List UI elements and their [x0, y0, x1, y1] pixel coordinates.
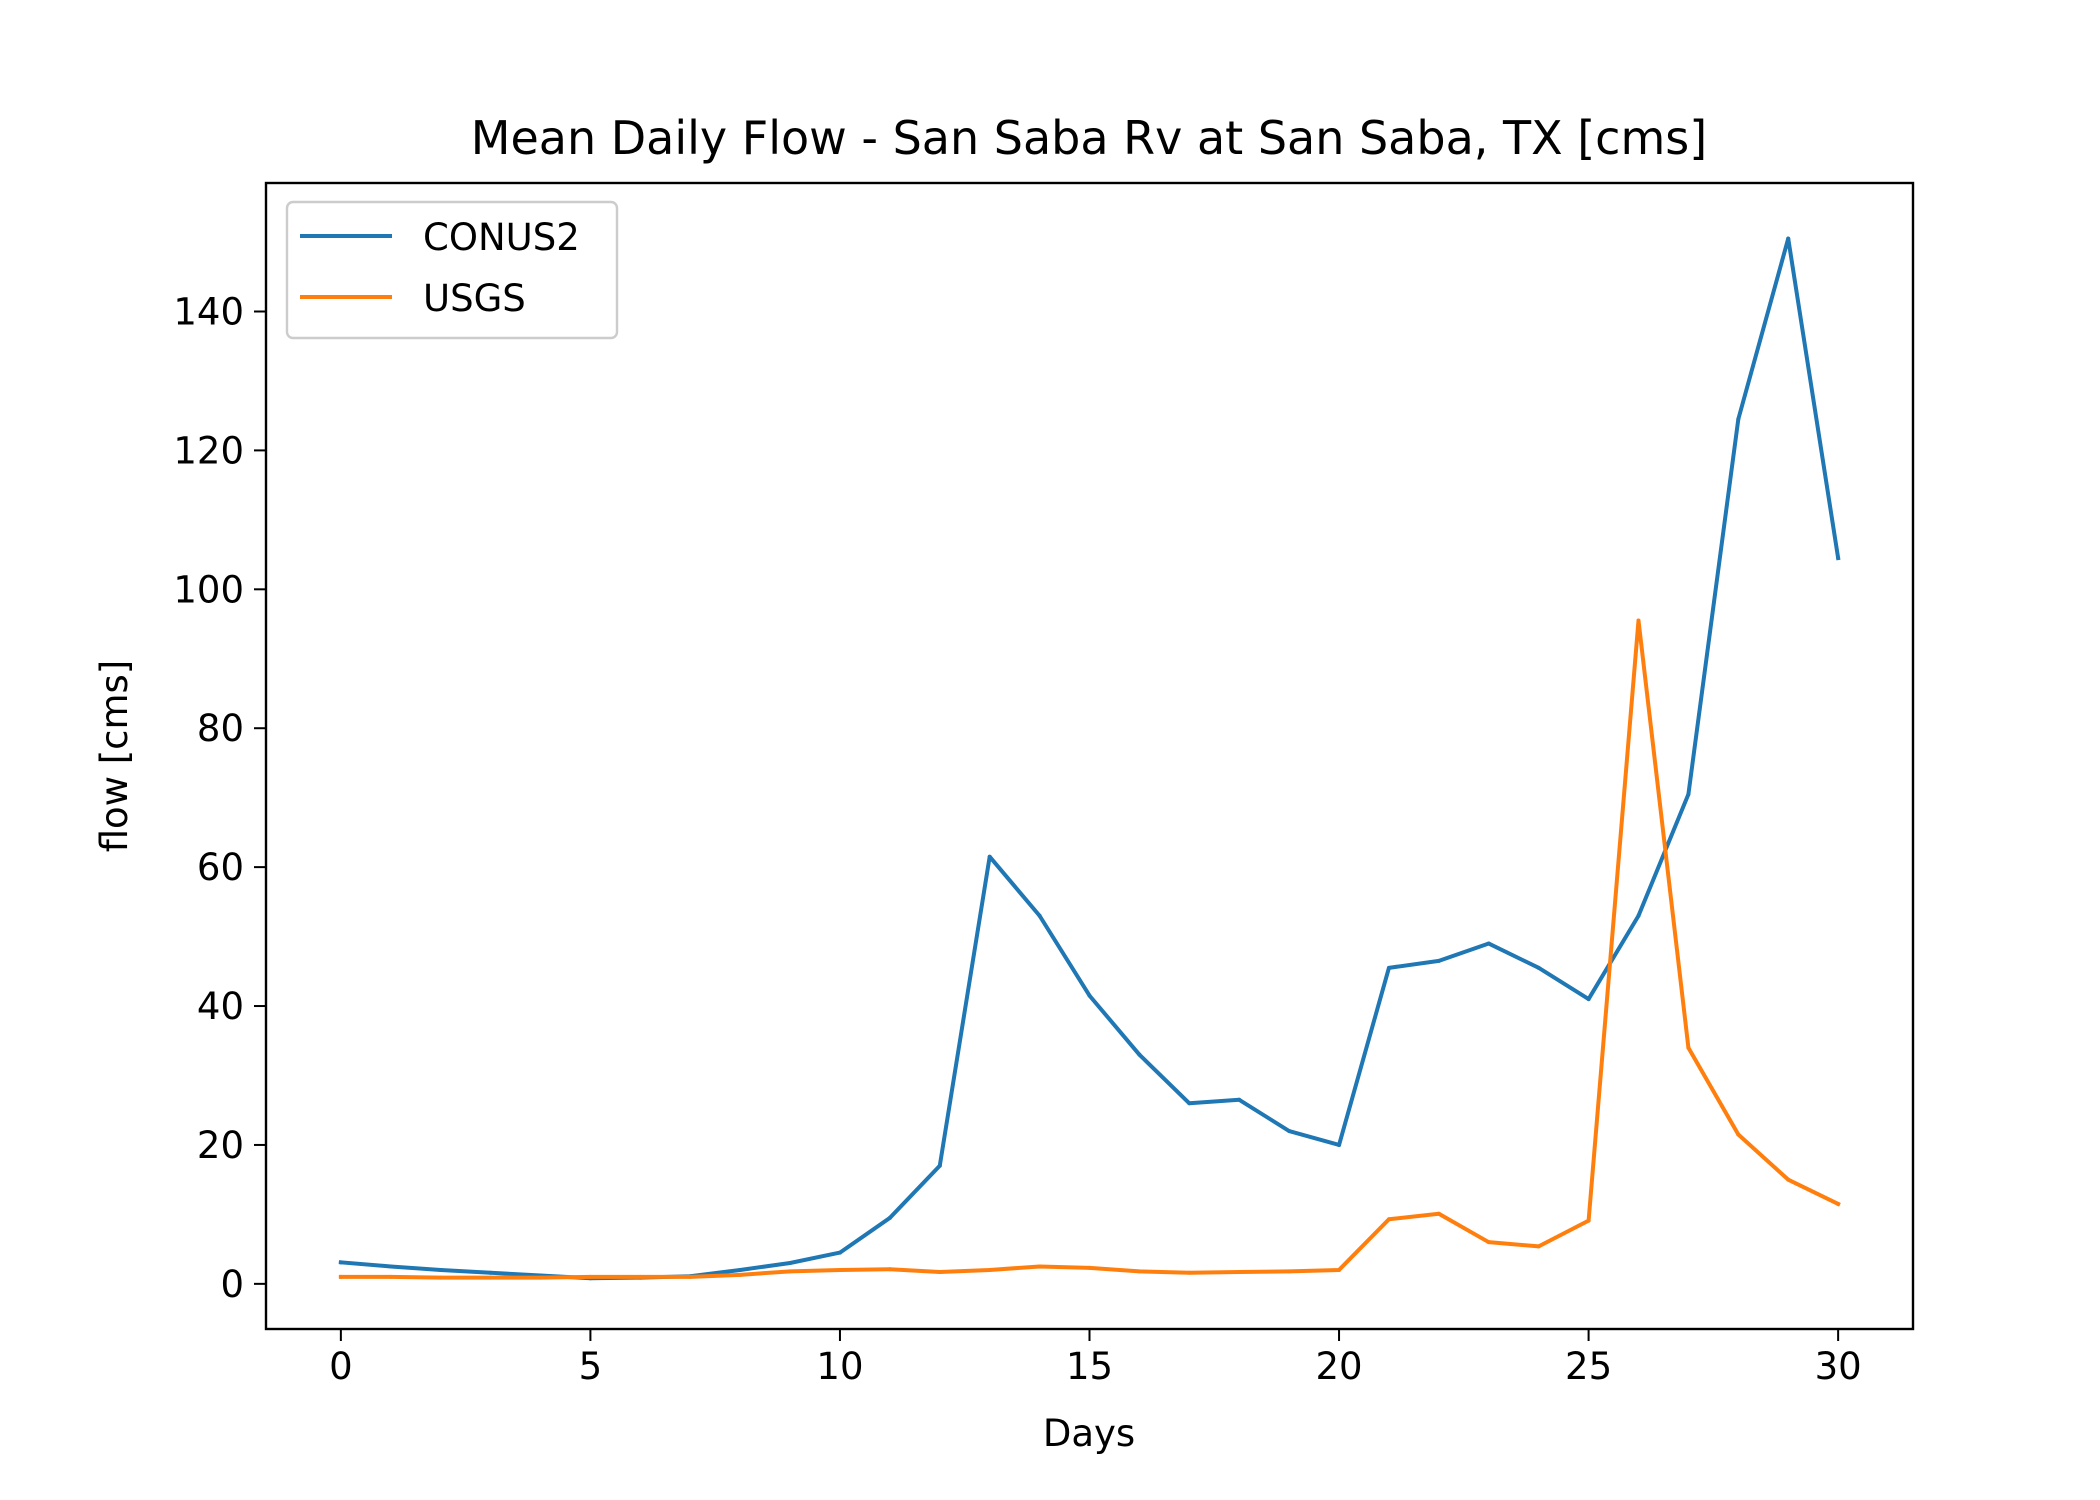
data-point-conus2: [1087, 993, 1092, 998]
data-point-usgs: [837, 1267, 842, 1272]
x-tick-label: 15: [1066, 1345, 1113, 1388]
data-point-usgs: [937, 1270, 942, 1275]
legend-label-usgs: USGS: [423, 277, 526, 320]
data-point-conus2: [1337, 1142, 1342, 1147]
data-point-conus2: [1686, 792, 1691, 797]
data-point-usgs: [1037, 1264, 1042, 1269]
data-point-usgs: [1337, 1267, 1342, 1272]
data-point-usgs: [1736, 1132, 1741, 1137]
data-point-conus2: [1836, 556, 1841, 561]
data-point-conus2: [1287, 1129, 1292, 1134]
data-point-usgs: [1636, 618, 1641, 623]
data-point-conus2: [1386, 965, 1391, 970]
data-point-conus2: [837, 1250, 842, 1255]
data-point-conus2: [887, 1215, 892, 1220]
data-point-conus2: [1137, 1052, 1142, 1057]
data-point-usgs: [388, 1274, 393, 1279]
x-tick-label: 20: [1315, 1345, 1362, 1388]
data-point-usgs: [1436, 1211, 1441, 1216]
data-point-conus2: [438, 1267, 443, 1272]
y-tick-label: 60: [197, 846, 244, 889]
y-tick-label: 140: [173, 290, 244, 333]
data-point-usgs: [488, 1275, 493, 1280]
data-point-usgs: [1287, 1269, 1292, 1274]
data-point-usgs: [1137, 1269, 1142, 1274]
data-point-usgs: [1237, 1270, 1242, 1275]
x-axis: 0 5 10 15 20 25 30: [329, 1329, 1862, 1388]
data-point-conus2: [987, 854, 992, 859]
data-point-conus2: [1636, 913, 1641, 918]
y-tick-label: 80: [197, 707, 244, 750]
legend-label-conus2: CONUS2: [423, 216, 580, 259]
data-point-conus2: [488, 1270, 493, 1275]
y-axis-label: flow [cms]: [93, 660, 136, 853]
data-point-usgs: [1786, 1177, 1791, 1182]
data-point-conus2: [1536, 965, 1541, 970]
data-point-conus2: [388, 1264, 393, 1269]
y-tick-label: 0: [220, 1263, 244, 1306]
data-point-usgs: [1187, 1270, 1192, 1275]
legend: CONUS2 USGS: [285, 200, 619, 340]
data-point-usgs: [1586, 1218, 1591, 1223]
plot-background: [266, 183, 1913, 1329]
x-tick-label: 30: [1815, 1345, 1862, 1388]
data-point-conus2: [1586, 997, 1591, 1002]
data-point-conus2: [1037, 913, 1042, 918]
x-axis-label: Days: [1043, 1412, 1135, 1455]
data-point-usgs: [1836, 1201, 1841, 1206]
data-point-conus2: [338, 1260, 343, 1265]
data-point-conus2: [937, 1163, 942, 1168]
data-point-usgs: [987, 1267, 992, 1272]
data-point-usgs: [1486, 1240, 1491, 1245]
y-tick-label: 100: [173, 568, 244, 611]
y-tick-label: 120: [173, 429, 244, 472]
data-point-conus2: [1736, 417, 1741, 422]
data-point-conus2: [1237, 1097, 1242, 1102]
data-point-usgs: [688, 1274, 693, 1279]
data-point-conus2: [738, 1267, 743, 1272]
data-point-usgs: [788, 1269, 793, 1274]
data-point-usgs: [1386, 1217, 1391, 1222]
series-layer: [338, 236, 1841, 1281]
data-point-usgs: [1686, 1045, 1691, 1050]
data-point-usgs: [588, 1274, 593, 1279]
y-tick-label: 20: [197, 1124, 244, 1167]
y-axis: 0 20 40 60 80 100 120 140: [173, 290, 266, 1306]
data-point-usgs: [887, 1267, 892, 1272]
data-point-usgs: [338, 1274, 343, 1279]
y-tick-label: 40: [197, 985, 244, 1028]
data-point-usgs: [1536, 1244, 1541, 1249]
data-point-usgs: [738, 1272, 743, 1277]
chart-title: Mean Daily Flow - San Saba Rv at San Sab…: [471, 111, 1707, 165]
data-point-usgs: [438, 1275, 443, 1280]
data-point-usgs: [538, 1275, 543, 1280]
plot-area: [264, 181, 1915, 1331]
x-tick-label: 0: [329, 1345, 353, 1388]
data-point-conus2: [1187, 1101, 1192, 1106]
x-tick-label: 10: [816, 1345, 863, 1388]
x-tick-label: 25: [1565, 1345, 1612, 1388]
x-tick-label: 5: [579, 1345, 603, 1388]
data-point-conus2: [1486, 941, 1491, 946]
data-point-conus2: [788, 1261, 793, 1266]
data-point-usgs: [638, 1274, 643, 1279]
data-point-conus2: [1436, 958, 1441, 963]
data-point-usgs: [1087, 1265, 1092, 1270]
data-point-conus2: [1786, 236, 1791, 241]
